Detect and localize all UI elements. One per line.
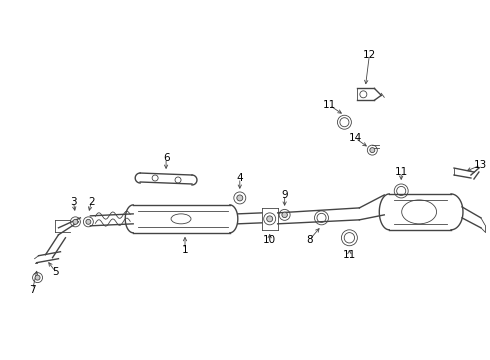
Ellipse shape: [267, 216, 272, 222]
Ellipse shape: [86, 219, 91, 224]
Text: 12: 12: [363, 50, 376, 60]
Text: 5: 5: [52, 267, 59, 276]
Text: 14: 14: [349, 133, 362, 143]
Text: 3: 3: [70, 197, 77, 207]
Ellipse shape: [237, 195, 243, 201]
Text: 2: 2: [88, 197, 95, 207]
Text: 10: 10: [263, 235, 276, 245]
Text: 7: 7: [29, 284, 36, 294]
Text: 6: 6: [163, 153, 170, 163]
Ellipse shape: [370, 148, 375, 153]
Text: 11: 11: [394, 167, 408, 177]
Text: 11: 11: [323, 100, 336, 110]
Text: 11: 11: [343, 250, 356, 260]
Ellipse shape: [35, 275, 40, 280]
Ellipse shape: [73, 219, 78, 224]
Text: 1: 1: [182, 245, 188, 255]
Text: 8: 8: [306, 235, 313, 245]
Text: 13: 13: [474, 160, 488, 170]
Ellipse shape: [282, 212, 287, 217]
Text: 9: 9: [281, 190, 288, 200]
Text: 4: 4: [237, 173, 243, 183]
